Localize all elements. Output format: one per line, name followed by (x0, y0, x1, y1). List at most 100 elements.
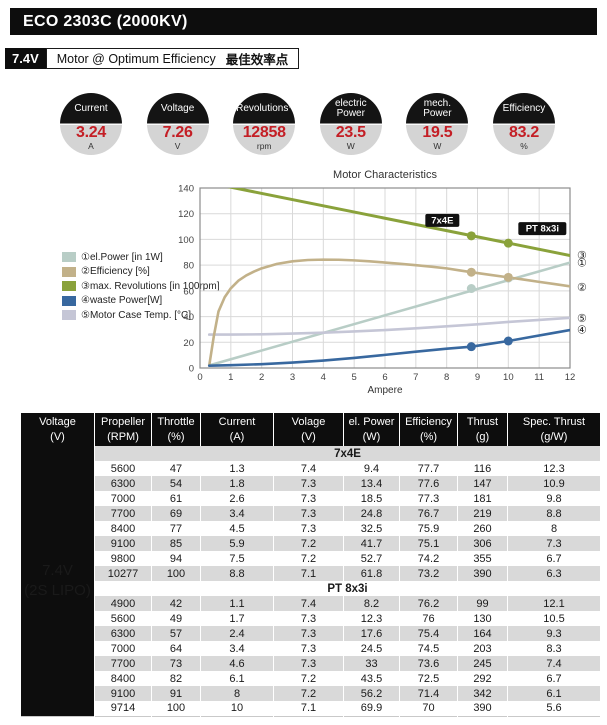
table-cell: 1.8 (200, 476, 274, 491)
table-cell: 1.1 (200, 596, 274, 611)
table-cell: 24.8 (343, 506, 400, 521)
table-cell: 7.1 (273, 701, 344, 716)
table-row: 9100 91 8 7.2 56.2 71.4 342 6.1 (21, 686, 601, 701)
table-cell: 8400 (94, 671, 152, 686)
table-cell: 7.2 (273, 551, 344, 566)
table-cell: 10 (200, 701, 274, 716)
badge-label: electric Power (334, 97, 367, 119)
chart-legend: ①el.Power [in 1W] ②Efficiency [%] ③max. Re… (62, 250, 219, 323)
spec-table: Voltage (V) Propeller (RPM) Throttle (%) Cu… (20, 413, 601, 717)
table-cell: 7.3 (273, 476, 344, 491)
table-cell: 41.7 (343, 536, 400, 551)
table-cell: 54 (151, 476, 201, 491)
legend-item: ①el.Power [in 1W] (62, 250, 219, 265)
column-header: Volage (V) (273, 413, 344, 446)
table-cell: 24.5 (343, 641, 400, 656)
chart-marker (503, 272, 513, 282)
table-cell: 7.3 (273, 611, 344, 626)
table-cell: 7000 (94, 491, 152, 506)
table-cell: 7.2 (273, 536, 344, 551)
chart-series-line (207, 316, 570, 336)
table-row: 9100 85 5.9 7.2 41.7 75.1 306 7.3 (21, 536, 601, 551)
table-cell: 7.2 (273, 686, 344, 701)
curve-number-label: ④ (577, 324, 587, 336)
y-tick-label: 100 (178, 235, 194, 246)
optimum-efficiency-label-cn: 最佳效率点 (225, 53, 289, 67)
table-cell: 10.5 (507, 611, 601, 626)
table-cell: 52.7 (343, 551, 400, 566)
x-tick-label: 5 (352, 372, 357, 383)
table-row: 4900 42 1.1 7.4 8.2 76.2 99 12.1 (21, 596, 601, 611)
chart-marker (466, 231, 476, 241)
table-cell: 12.3 (343, 611, 400, 626)
table-cell: 7.4 (273, 461, 344, 476)
table-cell: 9.4 (343, 461, 400, 476)
metric-badge: Efficiency 83.2% (492, 93, 555, 155)
table-cell: 9714 (94, 701, 152, 716)
table-cell: 9100 (94, 686, 152, 701)
table-cell: 7700 (94, 656, 152, 671)
table-cell: 5600 (94, 611, 152, 626)
table-cell: 147 (457, 476, 508, 491)
title-bar: ECO 2303C (2000KV) (10, 8, 597, 35)
chart-marker (466, 342, 476, 352)
x-tick-label: 10 (503, 372, 514, 383)
table-cell: 76 (399, 611, 458, 626)
table-cell: 5.9 (200, 536, 274, 551)
y-tick-label: 20 (183, 338, 194, 349)
table-cell: 12.1 (507, 596, 601, 611)
column-header: Spec. Thrust (g/W) (507, 413, 601, 446)
table-cell: 5600 (94, 461, 152, 476)
curve-number-label: ③ (577, 250, 587, 262)
table-cell: 69.9 (343, 701, 400, 716)
curve-number-label: ② (577, 282, 587, 294)
table-cell: 70 (399, 701, 458, 716)
x-tick-label: 11 (534, 372, 544, 383)
section-header-row: PT 8x3i (21, 581, 601, 596)
table-row: 6300 57 2.4 7.3 17.6 75.4 164 9.3 (21, 626, 601, 641)
table-cell: 6.7 (507, 551, 601, 566)
legend-label: ①el.Power [in 1W] (81, 251, 163, 263)
table-cell: 75.9 (399, 521, 458, 536)
table-row: 5600 49 1.7 7.3 12.3 76 130 10.5 (21, 611, 601, 626)
x-tick-label: 12 (565, 372, 576, 383)
badge-value: 19.5 (422, 124, 453, 141)
table-cell: 77.3 (399, 491, 458, 506)
table-cell: 82 (151, 671, 201, 686)
section-header-row: 7.4V (2S LIPO) 7x4E (20, 446, 601, 716)
table-cell: 7.3 (273, 506, 344, 521)
chart-marker (503, 238, 513, 248)
x-tick-label: 6 (382, 372, 387, 383)
table-cell: 7.3 (273, 521, 344, 536)
table-cell: 219 (457, 506, 508, 521)
table-cell: 4.5 (200, 521, 274, 536)
propeller-section-label: PT 8x3i (94, 581, 601, 596)
table-cell: 7.3 (273, 626, 344, 641)
table-cell: 7.4 (273, 596, 344, 611)
table-cell: 77 (151, 521, 201, 536)
chart-marker (466, 267, 476, 277)
x-tick-label: 8 (444, 372, 449, 383)
table-cell: 8 (200, 686, 274, 701)
table-cell: 10.9 (507, 476, 601, 491)
voltage-cell: 7.4V (2S LIPO) (20, 446, 95, 716)
metric-badge: Current 3.24 A (60, 93, 122, 155)
x-tick-label: 4 (321, 372, 326, 383)
table-cell: 17.6 (343, 626, 400, 641)
table-cell: 77.7 (399, 461, 458, 476)
table-row: 7700 73 4.6 7.3 33 73.6 245 7.4 (21, 656, 601, 671)
y-tick-label: 140 (178, 184, 194, 195)
metric-badges: Current 3.24 A Voltage 7.26 V Revolutions* 1285… (60, 93, 555, 155)
chart-title: Motor Characteristics (333, 169, 437, 181)
x-tick-label: 2 (259, 372, 264, 383)
table-cell: 8.8 (200, 566, 274, 581)
badge-value: 3.24 (76, 124, 106, 141)
table-row: 5600 47 1.3 7.4 9.4 77.7 116 12.3 (21, 461, 601, 476)
table-cell: 1.3 (200, 461, 274, 476)
table-cell: 7.1 (273, 566, 344, 581)
table-cell: 7.4 (507, 656, 601, 671)
metric-badge: Revolutions* 12858 rpm (233, 93, 296, 155)
legend-swatch (62, 295, 76, 306)
legend-swatch (62, 310, 76, 321)
